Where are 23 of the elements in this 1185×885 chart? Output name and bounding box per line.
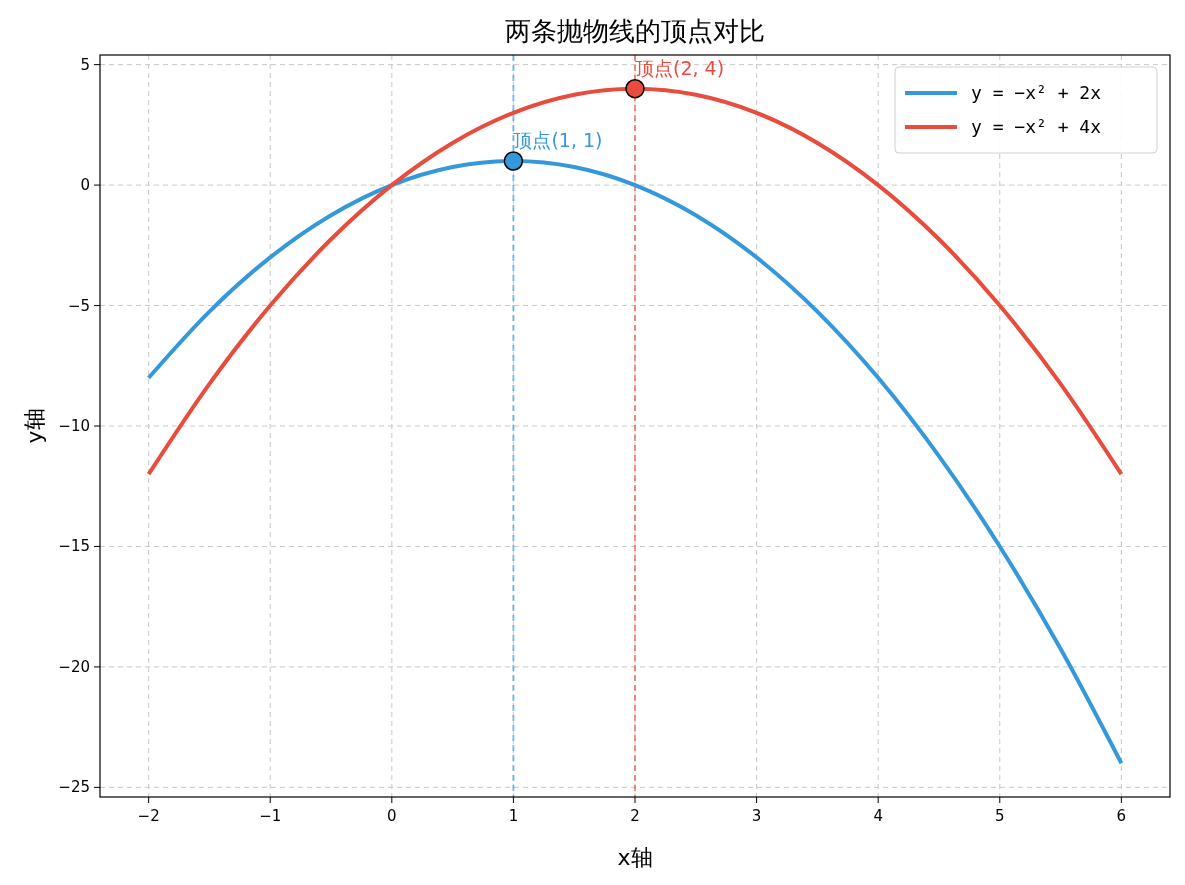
- y-tick-label: −5: [67, 296, 90, 315]
- x-tick-label: 4: [873, 807, 883, 825]
- chart-title: 两条抛物线的顶点对比: [505, 16, 765, 46]
- x-tick-label: 6: [1116, 807, 1127, 825]
- annotation: 顶点(1, 1): [513, 129, 603, 151]
- x-tick-label: 0: [387, 807, 397, 825]
- x-axis-title: x轴: [617, 845, 653, 870]
- y-tick-label: 5: [80, 55, 90, 74]
- y-tick-label: −20: [58, 657, 90, 676]
- x-tick-label: 3: [751, 807, 762, 825]
- y-axis-title: y轴: [22, 408, 47, 444]
- y-tick-label: −10: [58, 417, 90, 435]
- y-tick-label: 0: [80, 176, 90, 195]
- x-tick-label: −1: [259, 807, 282, 825]
- annotation: 顶点(2, 4): [635, 56, 725, 79]
- y-tick-label: −15: [58, 537, 90, 556]
- x-tick-label: 2: [630, 807, 640, 825]
- x-tick-label: 5: [995, 807, 1005, 825]
- x-tick-label: −2: [137, 807, 160, 825]
- y-tick-label: −25: [58, 778, 90, 797]
- x-tick-label: 1: [508, 807, 519, 825]
- legend-label: y = −x² + 4x: [971, 116, 1102, 137]
- legend-label: y = −x² + 2x: [971, 82, 1102, 103]
